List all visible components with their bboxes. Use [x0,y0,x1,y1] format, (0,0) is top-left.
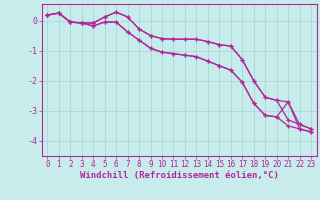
X-axis label: Windchill (Refroidissement éolien,°C): Windchill (Refroidissement éolien,°C) [80,171,279,180]
